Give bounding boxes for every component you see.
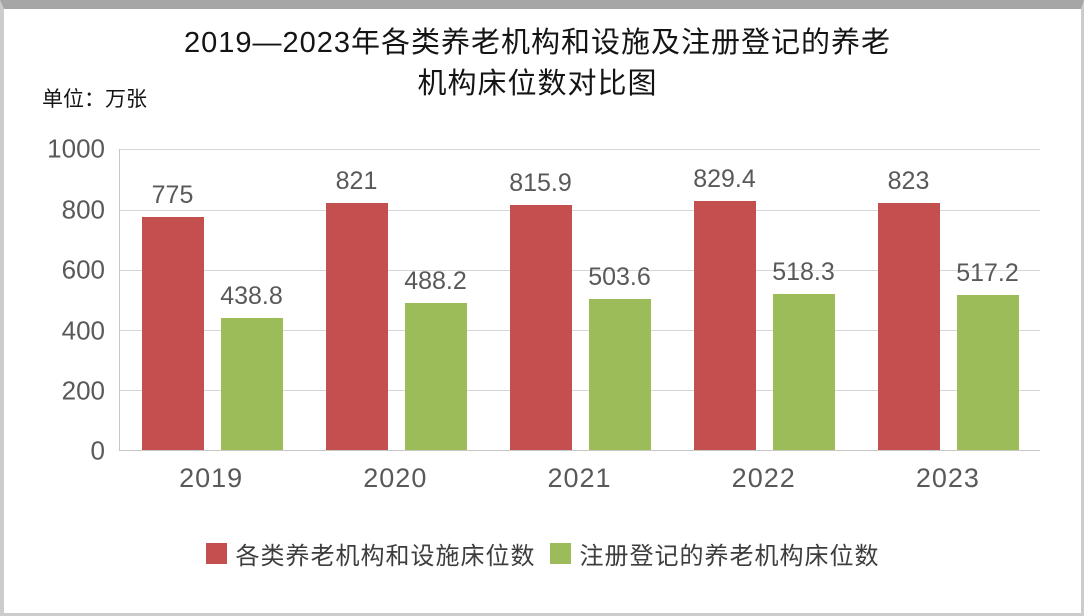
bar-value-label: 823	[887, 166, 930, 195]
bar-2022	[693, 200, 756, 451]
gridline	[120, 329, 1040, 331]
gridline	[120, 269, 1040, 271]
bar-2021	[588, 298, 651, 451]
y-tick-label: 200	[61, 375, 105, 406]
bar-value-label: 829.4	[693, 164, 756, 193]
bar-value-label: 775	[151, 181, 194, 210]
y-tick-label: 0	[90, 435, 105, 466]
legend: 各类养老机构和设施床位数 注册登记的养老机构床位数	[4, 536, 1081, 571]
bar-value-label: 488.2	[404, 267, 467, 296]
bar-column: 823	[877, 149, 940, 451]
bar-value-label: 815.9	[509, 168, 572, 197]
x-axis-label-2020: 2020	[363, 463, 428, 494]
gridline	[120, 149, 1040, 151]
bar-column: 488.2	[404, 149, 467, 451]
bar-column: 517.2	[956, 149, 1019, 451]
gridline	[120, 209, 1040, 211]
chart-title-line2: 机构床位数对比图	[417, 68, 658, 101]
bar-2023	[877, 202, 940, 451]
bar-value-label: 518.3	[772, 258, 835, 287]
y-tick-label: 1000	[47, 133, 105, 164]
y-axis: 0 200 400 600 800 1000	[4, 134, 119, 466]
bar-value-label: 438.8	[220, 282, 283, 311]
x-axis-label-2022: 2022	[731, 463, 796, 494]
chart-title-line1: 2019—2023年各类养老机构和设施及注册登记的养老	[183, 27, 892, 59]
bar-group-2020: 821 488.2	[304, 149, 488, 451]
bar-2020	[325, 203, 388, 451]
gridline	[120, 390, 1040, 392]
x-axis-label-2021: 2021	[547, 463, 612, 494]
x-axis-label-2019: 2019	[179, 463, 244, 494]
y-tick-label: 600	[61, 254, 105, 285]
bar-value-label: 517.2	[956, 258, 1019, 287]
bar-column: 503.6	[588, 149, 651, 451]
bar-column: 821	[325, 149, 388, 451]
plot-area: 775 438.8 821 488.2 815.9 503.6 829.4 518.3 823 5…	[119, 149, 1040, 452]
bar-2022	[772, 294, 835, 451]
bar-column: 815.9	[509, 149, 572, 451]
bar-2020	[404, 303, 467, 451]
bar-value-label: 821	[335, 167, 378, 196]
chart-title: 2019—2023年各类养老机构和设施及注册登记的养老 机构床位数对比图	[64, 23, 1011, 105]
legend-label: 注册登记的养老机构床位数	[579, 543, 880, 571]
bar-group-2023: 823 517.2	[856, 149, 1040, 451]
x-axis-label-2023: 2023	[915, 463, 980, 494]
bar-column: 775	[141, 149, 204, 451]
bar-2019	[141, 217, 204, 451]
x-axis: 2019 2020 2021 2022 2023	[119, 451, 1040, 494]
bar-2019	[220, 318, 283, 451]
bar-column: 518.3	[772, 149, 835, 451]
y-tick-label: 800	[61, 194, 105, 225]
legend-item: 各类养老机构和设施床位数	[205, 536, 536, 571]
y-tick-label: 400	[61, 315, 105, 346]
unit-label: 单位：万张	[42, 87, 147, 111]
bar-column: 438.8	[220, 149, 283, 451]
bar-group-2022: 829.4 518.3	[672, 149, 856, 451]
bar-2021	[509, 204, 572, 451]
legend-item: 注册登记的养老机构床位数	[549, 536, 880, 571]
bar-column: 829.4	[693, 149, 756, 451]
bar-value-label: 503.6	[588, 262, 651, 291]
legend-label: 各类养老机构和设施床位数	[235, 543, 536, 571]
chart-area: 0 200 400 600 800 1000 775 438.8 821 488.2 815.9 5…	[4, 134, 1040, 466]
bar-group-2021: 815.9 503.6	[488, 149, 672, 451]
legend-swatch-icon	[205, 543, 227, 565]
bar-groups: 775 438.8 821 488.2 815.9 503.6 829.4 518.3 823 5…	[120, 149, 1040, 451]
bar-2023	[956, 294, 1019, 451]
legend-swatch-icon	[549, 543, 571, 565]
bar-group-2019: 775 438.8	[120, 149, 304, 451]
